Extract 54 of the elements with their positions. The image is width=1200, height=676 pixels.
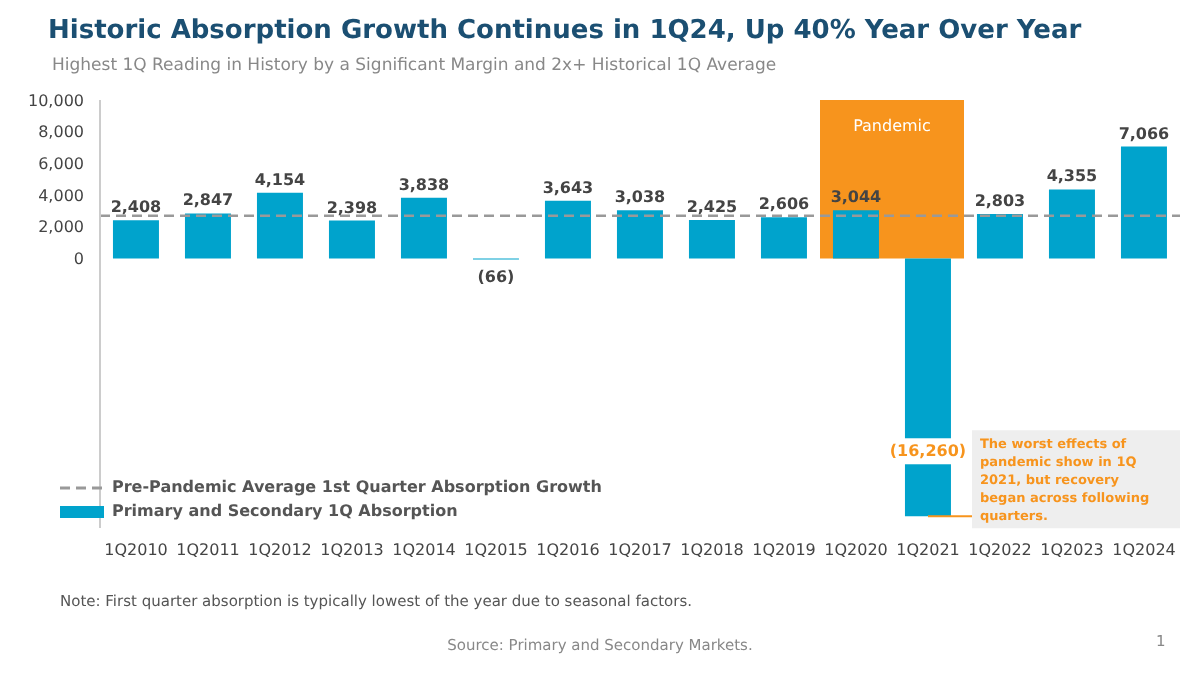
bar	[184, 213, 231, 259]
y-tick-label: 10,000	[28, 91, 84, 110]
bar	[1120, 146, 1167, 259]
bar	[256, 192, 303, 259]
x-tick-label: 1Q2019	[752, 541, 816, 560]
chart-title: Historic Absorption Growth Continues in 1Q24, Up 40% Year Over Year	[48, 16, 1082, 46]
data-label: 2,408	[110, 198, 163, 217]
y-tick-label: 6,000	[38, 155, 84, 174]
x-tick-label: 1Q2014	[392, 541, 456, 560]
x-tick-label: 1Q2023	[1040, 541, 1104, 560]
x-tick-label: 1Q2010	[104, 541, 168, 560]
y-tick-label: 0	[73, 250, 84, 269]
x-tick-label: 1Q2017	[608, 541, 672, 560]
data-label: (16,260)	[889, 442, 967, 461]
data-label: 4,355	[1046, 167, 1099, 186]
x-tick-label: 1Q2012	[248, 541, 312, 560]
data-label: 2,398	[326, 198, 379, 217]
band-label: Pandemic	[853, 117, 931, 136]
data-label: 3,643	[542, 178, 594, 197]
x-tick-label: 1Q2011	[176, 541, 240, 560]
y-tick-label: 2,000	[38, 218, 84, 237]
data-label: 2,606	[758, 195, 811, 214]
x-tick-label: 1Q2020	[824, 541, 888, 560]
data-label: 3,038	[614, 188, 667, 207]
bar	[760, 217, 807, 259]
y-tick-label: 4,000	[38, 186, 84, 205]
x-tick-label: 1Q2015	[464, 541, 528, 560]
bar	[832, 210, 879, 259]
bar	[544, 200, 591, 259]
data-label: 2,803	[974, 192, 1026, 211]
data-label: 3,838	[398, 175, 451, 194]
x-tick-label: 1Q2021	[896, 541, 960, 560]
x-tick-label: 1Q2022	[968, 541, 1032, 560]
bar	[976, 214, 1023, 259]
data-label: 4,154	[254, 170, 307, 189]
data-label: 2,425	[686, 198, 739, 217]
bar	[1048, 189, 1095, 259]
bar	[400, 197, 447, 259]
data-label: (66)	[477, 267, 515, 286]
bar	[328, 220, 375, 259]
x-tick-label: 1Q2024	[1112, 541, 1176, 560]
legend-label: Pre-Pandemic Average 1st Quarter Absorption Growth	[112, 476, 602, 500]
legend-label: Primary and Secondary 1Q Absorption	[112, 500, 458, 524]
y-tick-label: 8,000	[38, 123, 84, 142]
data-label: 7,066	[1118, 124, 1171, 143]
x-tick-label: 1Q2016	[536, 541, 600, 560]
x-tick-label: 1Q2018	[680, 541, 744, 560]
data-label: 2,847	[182, 191, 234, 210]
data-label: 3,044	[830, 188, 883, 207]
bar	[112, 220, 159, 259]
chart-subtitle: Highest 1Q Reading in History by a Significant Margin and 2x+ Historical 1Q Average	[52, 56, 777, 76]
bar	[616, 210, 663, 259]
bar	[688, 220, 735, 259]
x-tick-label: 1Q2013	[320, 541, 384, 560]
